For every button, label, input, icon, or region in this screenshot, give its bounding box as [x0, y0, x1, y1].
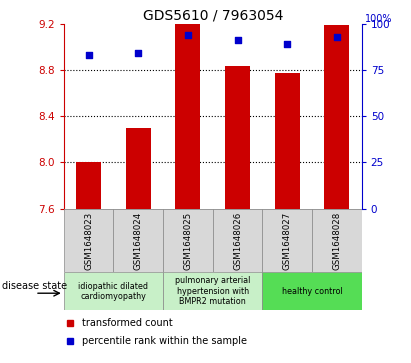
Point [85, 52, 92, 58]
Text: 100%: 100% [365, 13, 392, 24]
Bar [163, 209, 213, 272]
Text: GSM1648027: GSM1648027 [283, 212, 292, 270]
Bar [312, 209, 362, 272]
Text: GSM1648026: GSM1648026 [233, 212, 242, 270]
Text: pulmonary arterial
hypertension with
BMPR2 mutation: pulmonary arterial hypertension with BMP… [175, 276, 250, 306]
Text: idiopathic dilated
cardiomyopathy: idiopathic dilated cardiomyopathy [79, 282, 148, 301]
Bar [275, 73, 300, 209]
Text: GSM1648025: GSM1648025 [183, 212, 192, 270]
Bar [163, 272, 262, 310]
Bar [324, 25, 349, 209]
Bar [113, 209, 163, 272]
Point [185, 32, 191, 38]
Bar [64, 209, 113, 272]
Text: disease state: disease state [2, 281, 67, 291]
Bar [64, 272, 163, 310]
Bar [262, 209, 312, 272]
Bar [262, 272, 362, 310]
Text: healthy control: healthy control [282, 287, 342, 296]
Bar [175, 24, 200, 209]
Title: GDS5610 / 7963054: GDS5610 / 7963054 [143, 8, 283, 23]
Point [234, 37, 241, 43]
Text: GSM1648024: GSM1648024 [134, 212, 143, 270]
Text: GSM1648023: GSM1648023 [84, 212, 93, 270]
Bar [213, 209, 262, 272]
Bar [225, 66, 250, 209]
Point [135, 50, 141, 56]
Point [334, 34, 340, 40]
Text: GSM1648028: GSM1648028 [332, 212, 342, 270]
Text: transformed count: transformed count [81, 318, 172, 328]
Bar [76, 162, 101, 209]
Bar [126, 128, 150, 209]
Text: percentile rank within the sample: percentile rank within the sample [81, 336, 247, 346]
Point [284, 41, 291, 47]
